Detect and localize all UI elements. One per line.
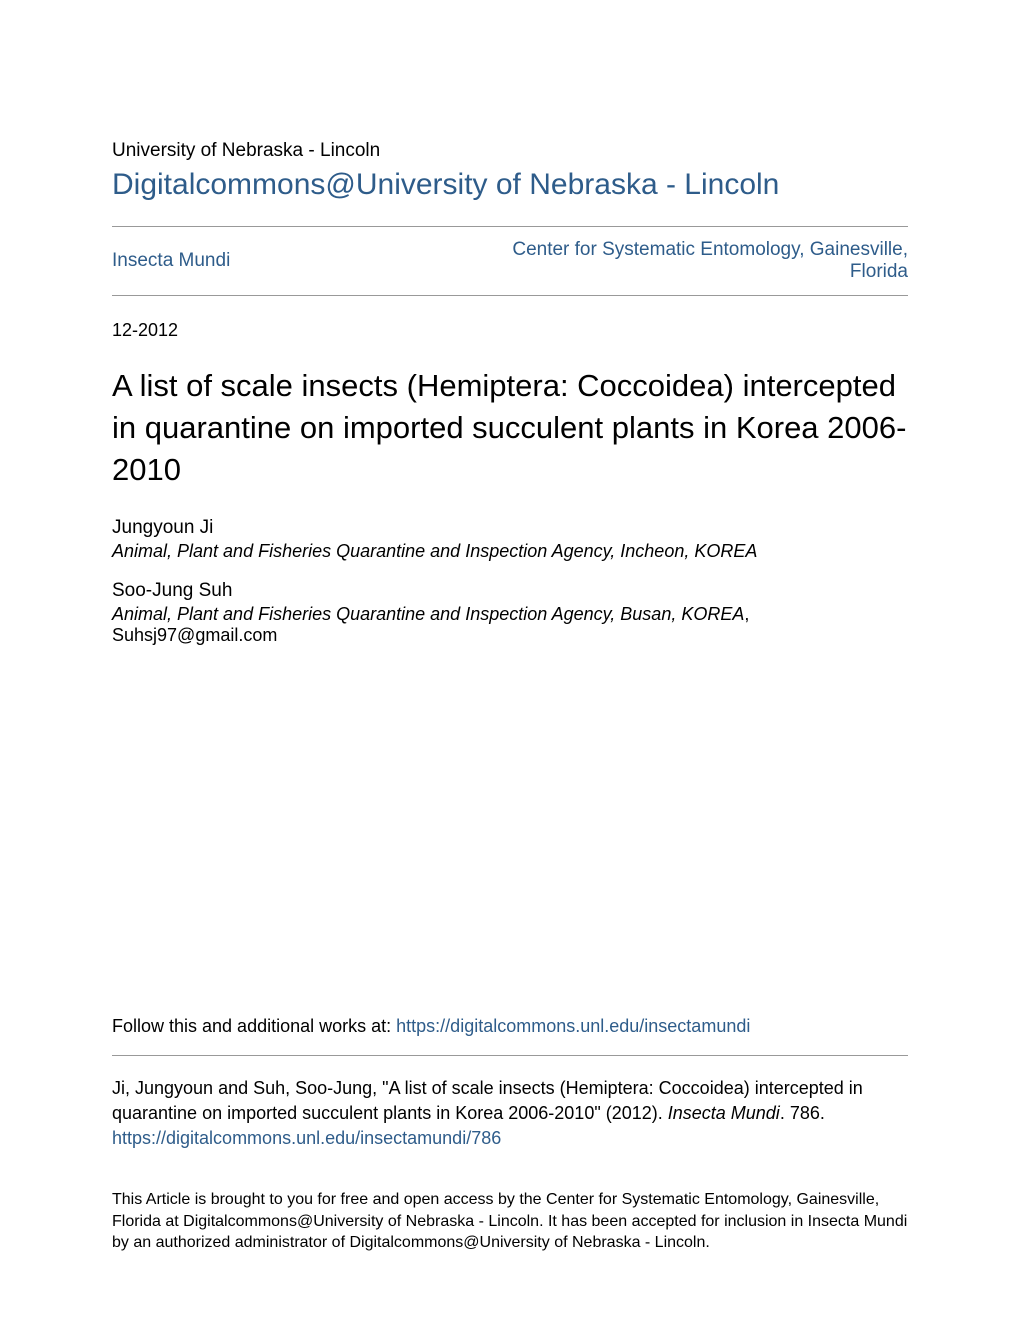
author-name: Soo-Jung Suh <box>112 580 908 602</box>
article-title: A list of scale insects (Hemiptera: Cocc… <box>112 365 908 491</box>
author-affiliation: Animal, Plant and Fisheries Quarantine a… <box>112 541 908 562</box>
site-title-link[interactable]: Digitalcommons@University of Nebraska - … <box>112 168 908 202</box>
author-block-1: Jungyoun Ji Animal, Plant and Fisheries … <box>112 517 908 562</box>
author-name: Jungyoun Ji <box>112 517 908 539</box>
author-affiliation: Animal, Plant and Fisheries Quarantine a… <box>112 604 908 646</box>
divider-nav <box>112 295 908 296</box>
follow-prefix: Follow this and additional works at: <box>112 1016 396 1036</box>
divider-bottom <box>112 1055 908 1056</box>
citation-journal: Insecta Mundi <box>668 1103 780 1123</box>
citation-after: . 786. <box>780 1103 825 1123</box>
nav-row: Insecta Mundi Center for Systematic Ento… <box>112 227 908 295</box>
affiliation-text: Animal, Plant and Fisheries Quarantine a… <box>112 541 757 561</box>
publication-date: 12-2012 <box>112 320 908 341</box>
author-block-2: Soo-Jung Suh Animal, Plant and Fisheries… <box>112 580 908 646</box>
disclaimer-text: This Article is brought to you for free … <box>112 1189 908 1254</box>
follow-block: Follow this and additional works at: htt… <box>112 1016 908 1037</box>
collection-link[interactable]: Insecta Mundi <box>112 250 230 272</box>
center-link[interactable]: Center for Systematic Entomology, Gaines… <box>488 239 908 283</box>
affiliation-text: Animal, Plant and Fisheries Quarantine a… <box>112 604 744 624</box>
citation-link[interactable]: https://digitalcommons.unl.edu/insectamu… <box>112 1128 908 1149</box>
citation-text: Ji, Jungyoun and Suh, Soo-Jung, "A list … <box>112 1076 908 1126</box>
institution-name: University of Nebraska - Lincoln <box>112 140 908 162</box>
follow-link[interactable]: https://digitalcommons.unl.edu/insectamu… <box>396 1016 750 1036</box>
